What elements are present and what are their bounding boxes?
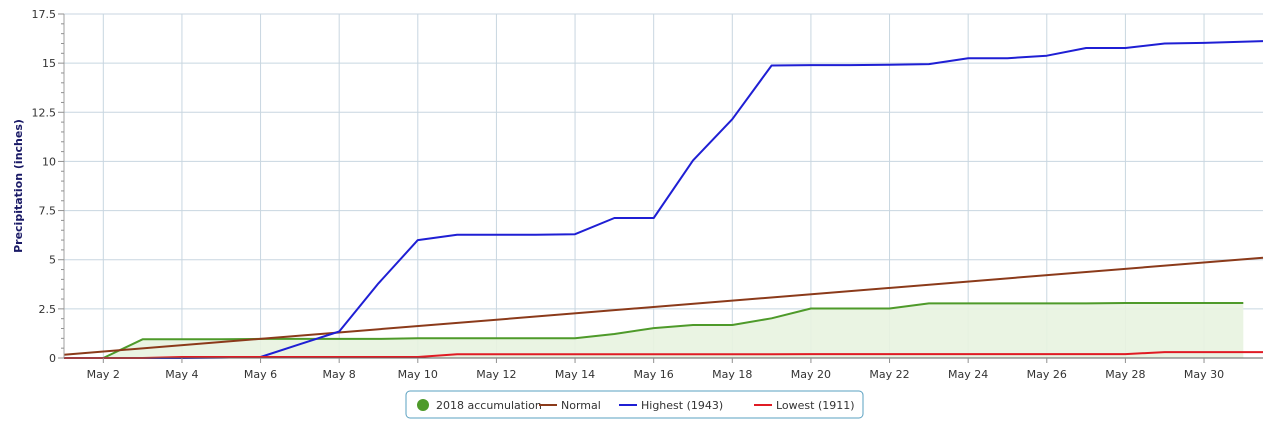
x-tick-label: May 2 (87, 368, 120, 381)
x-tick-label: May 14 (555, 368, 595, 381)
x-tick-label: May 10 (398, 368, 438, 381)
y-tick-label: 7.5 (39, 205, 57, 218)
x-tick-label: May 16 (634, 368, 674, 381)
legend-symbol-0[interactable] (417, 399, 429, 411)
x-tick-label: May 28 (1105, 368, 1145, 381)
plot-background (64, 14, 1263, 358)
legend-label-0[interactable]: 2018 accumulation (436, 399, 542, 412)
area-fill-0 (103, 303, 1244, 358)
x-tick-label: May 6 (244, 368, 277, 381)
y-tick-label: 15 (42, 57, 56, 70)
x-tick-label: May 8 (323, 368, 356, 381)
legend-label-3[interactable]: Lowest (1911) (776, 399, 855, 412)
y-axis-title: Precipitation (inches) (12, 119, 25, 253)
x-tick-label: May 18 (712, 368, 752, 381)
legend-label-1[interactable]: Normal (561, 399, 601, 412)
y-tick-label: 0 (49, 352, 56, 365)
legend: 2018 accumulation Normal Highest (1943) Low… (405, 390, 864, 419)
legend-label-2[interactable]: Highest (1943) (641, 399, 723, 412)
y-tick-label: 5 (49, 254, 56, 267)
y-tick-label: 10 (42, 155, 56, 168)
x-tick-label: May 30 (1184, 368, 1224, 381)
y-tick-label: 12.5 (32, 106, 57, 119)
y-tick-label: 17.5 (32, 8, 57, 21)
x-tick-label: May 4 (165, 368, 198, 381)
y-tick-labels: 0 2.5 5 7.5 10 12.5 15 17.5 (32, 8, 57, 365)
series-line-1[interactable] (63, 256, 1264, 356)
area-fills (103, 303, 1244, 358)
x-tick-label: May 12 (476, 368, 516, 381)
x-tick-label: May 24 (948, 368, 988, 381)
x-tick-labels: May 2 May 4 May 6 May 8 May 10 May 12 May 14 Ma… (87, 368, 1224, 381)
x-tick-label: May 22 (869, 368, 909, 381)
series-line-3[interactable] (64, 351, 1263, 359)
x-tick-label: May 26 (1027, 368, 1067, 381)
y-tick-label: 2.5 (39, 303, 57, 316)
x-tick-label: May 20 (791, 368, 831, 381)
grid-lines (64, 13, 1263, 359)
axes (58, 13, 1263, 363)
series-lines (63, 40, 1264, 359)
series-line-0[interactable] (102, 302, 1244, 359)
